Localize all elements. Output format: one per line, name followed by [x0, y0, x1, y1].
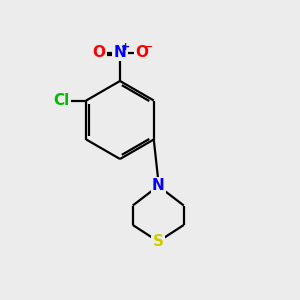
Text: S: S	[153, 234, 164, 249]
Text: N: N	[152, 178, 165, 194]
Text: Cl: Cl	[53, 93, 70, 108]
Text: −: −	[143, 41, 153, 52]
Text: +: +	[122, 41, 130, 52]
Text: N: N	[114, 45, 126, 60]
Text: O: O	[92, 45, 106, 60]
Text: O: O	[135, 45, 148, 60]
